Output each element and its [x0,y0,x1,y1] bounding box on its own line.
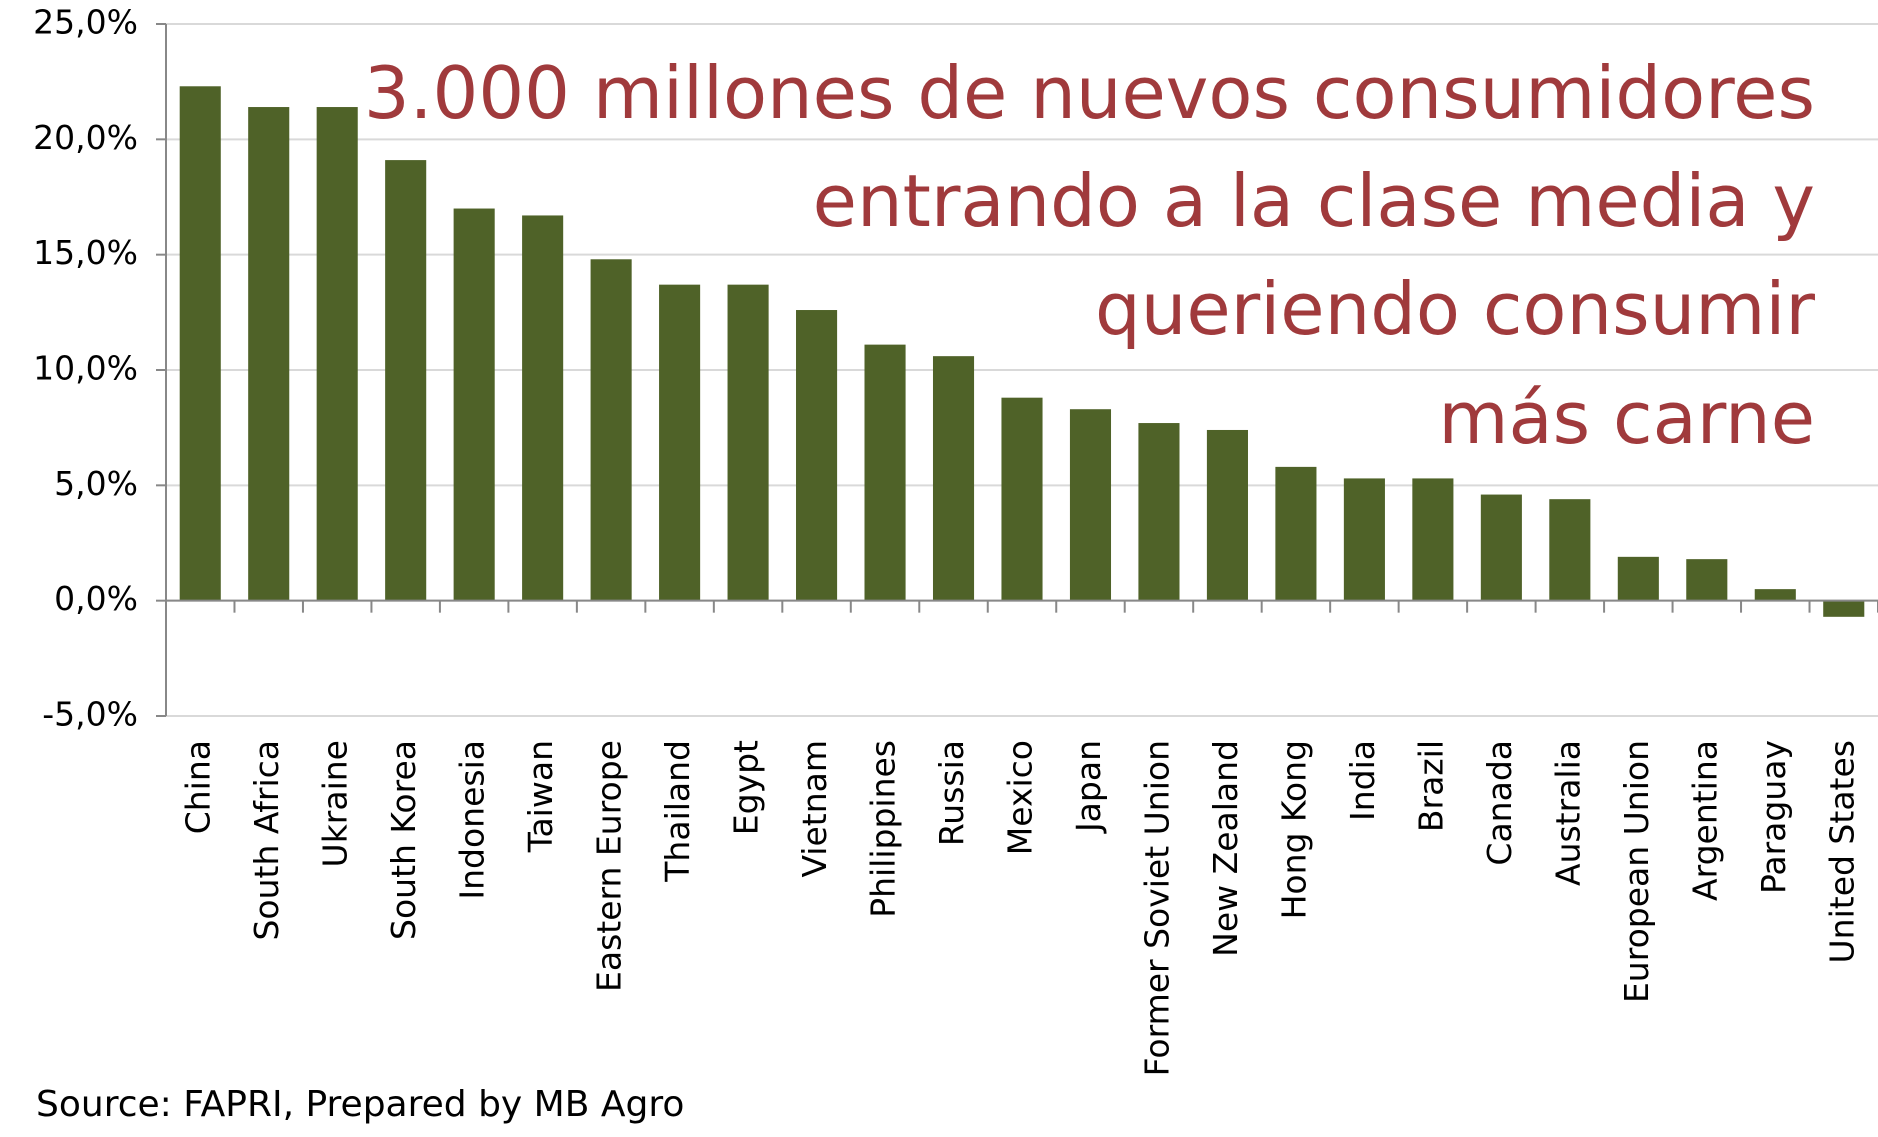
bar [727,284,769,601]
bar [1206,429,1248,601]
bar [248,107,290,601]
x-tick-label: Egypt [727,740,766,835]
x-tick-label: European Union [1617,740,1656,1003]
x-tick-label: Hong Kong [1274,740,1313,919]
y-tick-label: 5,0% [54,464,138,503]
bar [316,107,358,601]
bar [659,284,701,601]
x-tick-label: Ukraine [316,740,355,867]
x-tick-label: Canada [1480,740,1519,866]
bar [1069,409,1112,601]
bar [1617,556,1659,601]
x-tick-label: Japan [1069,740,1108,834]
x-tick-label: United States [1822,740,1861,963]
bar [796,310,838,601]
bar [932,356,975,601]
x-tick-label: Taiwan [521,740,560,853]
bar [1412,478,1454,601]
x-tick-label: Paraguay [1754,740,1793,894]
x-tick-label: Argentina [1685,740,1724,901]
y-tick-label: 0,0% [54,579,138,618]
x-tick-label: New Zealand [1206,740,1245,957]
bar [385,160,427,601]
x-tick-label: China [179,740,218,834]
x-tick-label: Thailand [658,740,697,883]
x-tick-label: Philippines [864,740,903,918]
bar [522,215,564,601]
bar [1549,499,1591,601]
bar [1138,423,1180,601]
bar [1686,559,1728,601]
x-tick-label: Russia [932,740,971,846]
bar [1343,478,1385,601]
bar [179,86,221,601]
y-tick-label: -5,0% [42,695,138,734]
x-tick-label: South Africa [247,740,286,941]
x-tick-label: Vietnam [795,740,834,878]
y-tick-label: 20,0% [33,118,138,157]
y-tick-label: 25,0% [33,3,138,42]
bar [1823,600,1865,617]
x-tick-label: Former Soviet Union [1137,740,1176,1076]
x-tick-label: South Korea [384,740,423,940]
bar [453,208,495,601]
x-tick-label: India [1343,740,1382,821]
annotation: queriendo consumir [1095,267,1815,351]
bar [590,259,632,601]
x-tick-label: Indonesia [453,740,492,900]
x-tick-label: Eastern Europe [590,740,629,992]
bar [1001,397,1043,601]
y-tick-label: 15,0% [33,233,138,272]
x-tick-label: Mexico [1001,740,1040,855]
bar [1480,494,1522,601]
bar [864,344,906,601]
annotation: más carne [1438,376,1815,460]
bar [1275,466,1317,601]
annotation: entrando a la clase media y [813,159,1815,243]
x-tick-label: Brazil [1411,740,1450,832]
x-tick-label: Australia [1548,740,1587,886]
bar [1754,589,1796,601]
source: Source: FAPRI, Prepared by MB Agro [36,1084,684,1125]
annotation: 3.000 millones de nuevos consumidores [364,51,1815,135]
y-tick-label: 10,0% [33,349,138,388]
